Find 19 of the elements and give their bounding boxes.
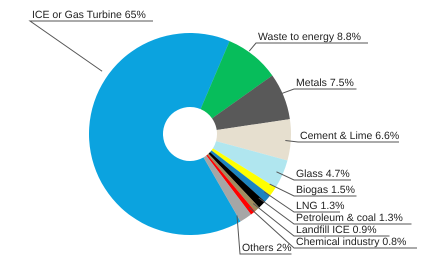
slice-label: Cement & Lime 6.6% (300, 130, 400, 142)
slice-label: Metals 7.5% (296, 77, 354, 89)
slice-label: Others 2% (242, 242, 292, 254)
slice-label: Landfill ICE 0.9% (296, 224, 377, 236)
donut-slice (208, 152, 265, 208)
slice-label: Waste to energy 8.8% (258, 31, 361, 43)
slice-label: Glass 4.7% (296, 168, 350, 180)
donut-slice (212, 141, 288, 188)
slice-label: Chemical industry 0.8% (296, 236, 406, 248)
donut-slice (204, 156, 252, 222)
slice-label: ICE or Gas Turbine 65% (32, 9, 146, 21)
donut-slice (200, 41, 272, 118)
slice-label: Biogas 1.5% (296, 184, 355, 196)
slice-label: Petroleum & coal 1.3% (296, 212, 403, 224)
donut-slice (216, 119, 291, 160)
donut-slice (210, 150, 270, 202)
donut-slice (211, 148, 276, 196)
slice-label: LNG 1.3% (296, 200, 344, 212)
donut-slice (89, 33, 240, 235)
